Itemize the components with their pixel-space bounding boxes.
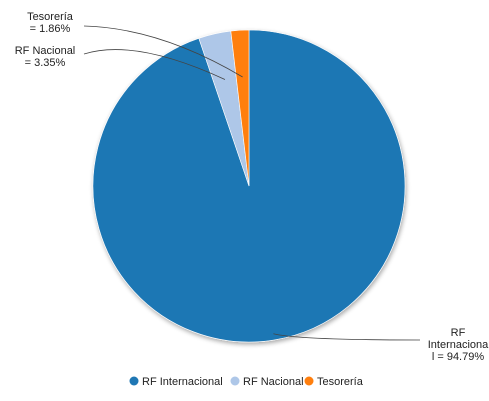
leader-line-tesoreria (83, 25, 243, 78)
leader-line-rf-nacional (83, 49, 226, 80)
legend-label-rf-nacional[interactable]: RF Nacional (243, 376, 304, 388)
legend-marker-rf-internacional[interactable] (129, 376, 139, 386)
pie-slice-rf-internacional[interactable] (92, 29, 406, 343)
slice-label-rf-nacional: RF Nacional = 3.35% (15, 45, 76, 69)
pie-slices (92, 29, 406, 343)
legend-marker-rf-nacional[interactable] (230, 376, 240, 386)
slice-labels: RF Internaciona l = 94.79% RF Nacional = 3.3… (15, 11, 489, 363)
slice-label-rf-internacional: RF Internaciona l = 94.79% (428, 327, 489, 363)
legend-marker-tesoreria[interactable] (304, 376, 314, 386)
label-leader-lines (83, 25, 421, 341)
legend: RF Internacional RF Nacional Tesorería (129, 376, 364, 388)
legend-label-rf-internacional[interactable]: RF Internacional (142, 376, 223, 388)
pie-slice-tesoreria[interactable] (230, 29, 250, 187)
legend-label-tesoreria[interactable]: Tesorería (317, 376, 364, 388)
leader-line-rf-internacional (273, 333, 421, 341)
slice-label-tesoreria: Tesorería = 1.86% (27, 11, 74, 35)
